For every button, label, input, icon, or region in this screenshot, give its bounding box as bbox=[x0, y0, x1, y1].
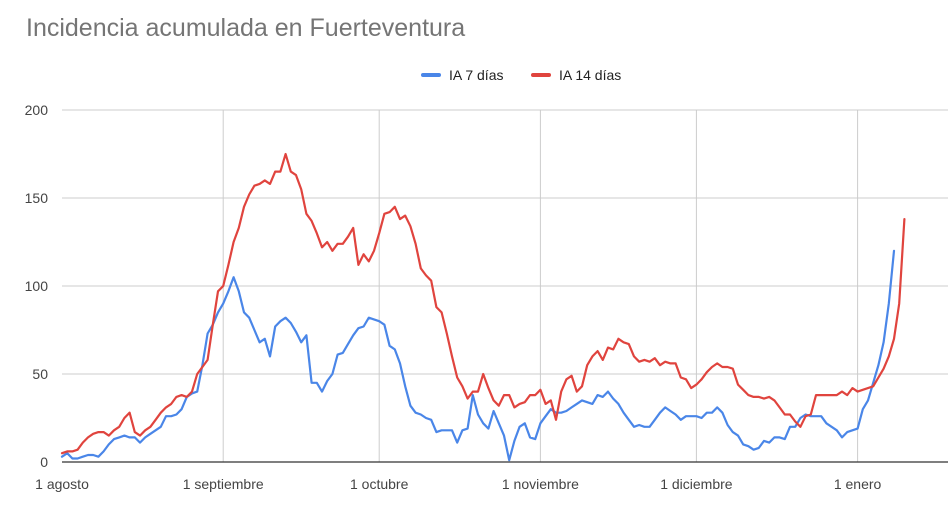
x-tick-label: 1 enero bbox=[834, 476, 882, 492]
series-lines bbox=[60, 152, 906, 462]
x-tick-label: 1 noviembre bbox=[502, 476, 579, 492]
horizontal-gridlines bbox=[62, 109, 948, 375]
chart-legend: IA 7 días IA 14 días bbox=[421, 67, 621, 83]
x-axis-tick-labels: 1 agosto 1 septiembre 1 octubre 1 noviembre… bbox=[35, 476, 881, 492]
series-line-2 bbox=[60, 152, 906, 455]
x-tick-label: 1 agosto bbox=[35, 476, 89, 492]
y-axis-tick-labels: 0 50 100 150 200 bbox=[25, 102, 49, 470]
vertical-gridlines bbox=[222, 110, 859, 462]
y-tick-label: 0 bbox=[40, 454, 48, 470]
x-tick-label: 1 septiembre bbox=[183, 476, 264, 492]
y-tick-label: 50 bbox=[32, 366, 48, 382]
legend-label: IA 14 días bbox=[559, 67, 621, 83]
y-tick-label: 150 bbox=[25, 190, 49, 206]
series-line-1 bbox=[60, 249, 896, 462]
x-tick-label: 1 diciembre bbox=[660, 476, 733, 492]
legend-label: IA 7 días bbox=[449, 67, 503, 83]
x-tick-label: 1 octubre bbox=[350, 476, 409, 492]
y-tick-label: 200 bbox=[25, 102, 49, 118]
chart-title: Incidencia acumulada en Fuerteventura bbox=[26, 14, 466, 42]
y-tick-label: 100 bbox=[25, 278, 49, 294]
